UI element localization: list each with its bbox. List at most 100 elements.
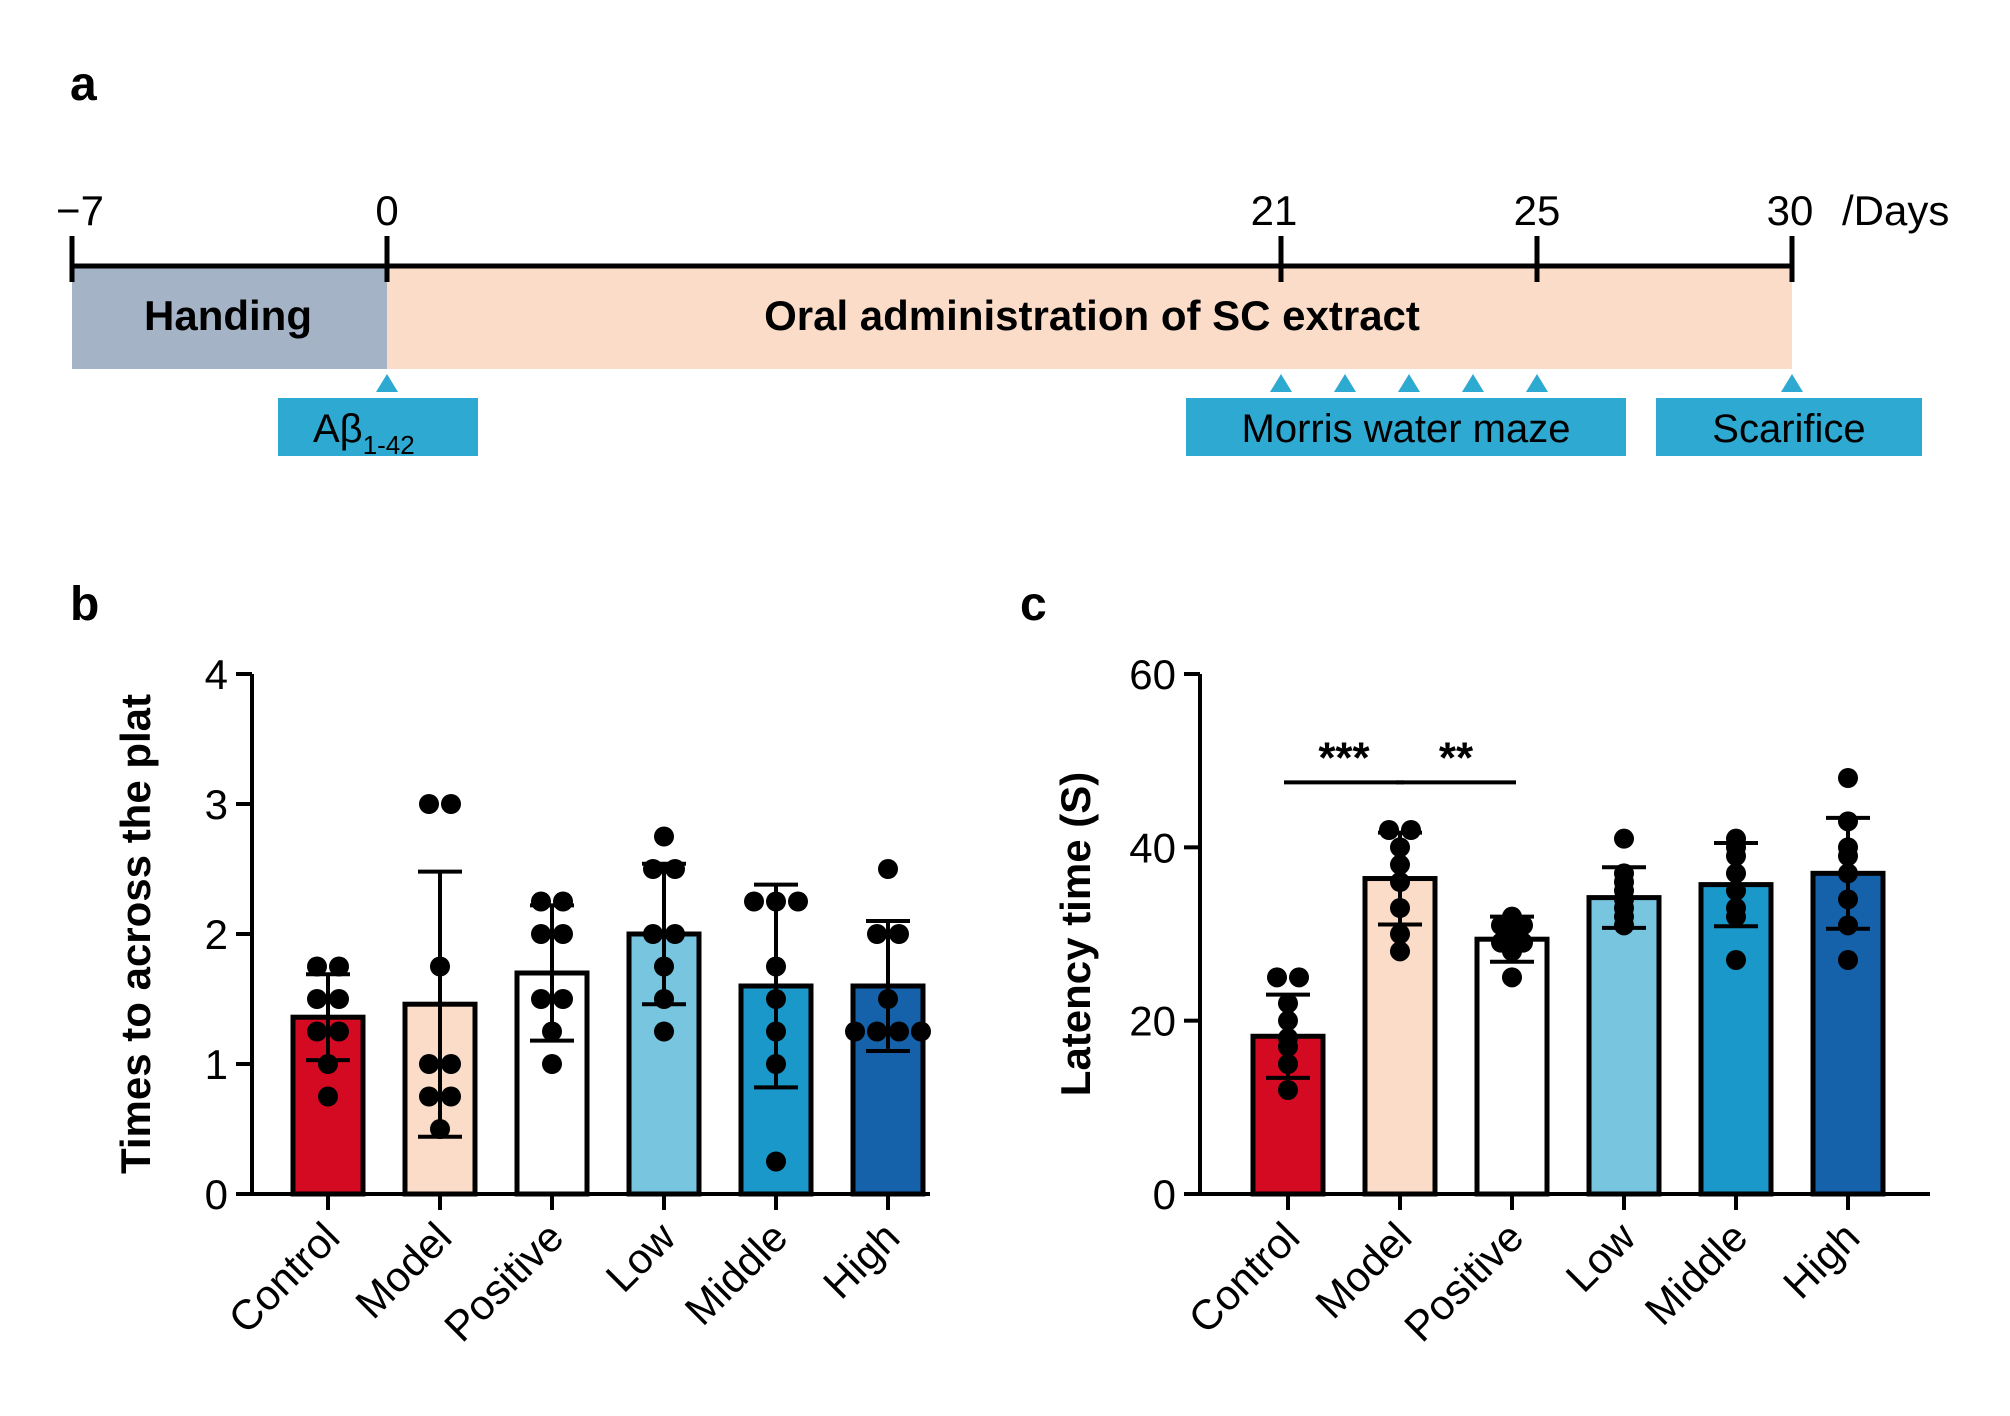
mwm-marker-box [1186, 398, 1626, 456]
oral-phase-bar [387, 266, 1792, 369]
data-point-high [911, 1021, 931, 1042]
data-point-high [1838, 915, 1858, 936]
abeta-main-text: Aβ [313, 407, 363, 451]
data-point-positive [1502, 941, 1522, 962]
data-point-positive [531, 989, 551, 1009]
data-point-positive [553, 891, 573, 912]
y-tick-label: 0 [205, 1171, 228, 1218]
mwm-marker-triangle [1462, 374, 1484, 392]
data-point-middle [1726, 846, 1746, 866]
data-point-control [318, 1086, 338, 1107]
data-point-positive [531, 891, 551, 912]
data-point-high [878, 989, 898, 1009]
data-point-control [1289, 967, 1309, 988]
data-point-high [1838, 863, 1858, 884]
sacrifice-marker-box [1656, 398, 1922, 456]
data-point-model [430, 956, 450, 977]
panel-c-label: c [1020, 578, 1047, 631]
data-point-middle [1726, 906, 1746, 927]
y-axis-title: Latency time (S) [1052, 772, 1099, 1096]
handing-label: Handing [144, 292, 312, 339]
marker-group [278, 374, 1922, 456]
abeta-label: Aβ1-42 [313, 407, 415, 460]
mwm-label: Morris water maze [1242, 407, 1571, 451]
oral-administration-label: Oral administration of SC extract [764, 292, 1420, 339]
data-point-positive [542, 1054, 562, 1074]
x-category-label: High [1774, 1213, 1868, 1307]
data-point-low [654, 826, 674, 847]
data-point-control [307, 956, 327, 977]
data-point-high [1838, 889, 1858, 910]
y-tick-label: 3 [205, 781, 228, 828]
y-axis-title: Times to across the plat [112, 694, 159, 1174]
data-point-control [1278, 1010, 1298, 1031]
data-point-low [665, 924, 685, 944]
significance-label: ** [1439, 733, 1474, 782]
data-point-model [419, 1086, 439, 1107]
timeline-unit-label: /Days [1842, 187, 1949, 234]
data-point-middle [1726, 863, 1746, 884]
data-point-positive [1502, 967, 1522, 988]
data-point-low [654, 1021, 674, 1042]
x-category-label: Positive [435, 1213, 572, 1350]
data-point-high [867, 924, 887, 944]
data-point-control [329, 1021, 349, 1042]
data-point-model [441, 1054, 461, 1074]
data-point-model [1379, 820, 1399, 840]
data-point-positive [531, 924, 551, 944]
data-point-model [1390, 837, 1410, 858]
data-point-high [845, 1021, 865, 1042]
sacrifice-label: Scarifice [1712, 407, 1865, 451]
bar-middle [1698, 882, 1774, 1197]
data-point-middle [766, 989, 786, 1009]
y-tick-label: 20 [1129, 998, 1176, 1045]
data-point-low [643, 924, 663, 944]
data-point-model [1390, 898, 1410, 918]
data-point-middle [766, 1054, 786, 1074]
data-point-positive [553, 989, 573, 1009]
data-point-positive [553, 924, 573, 944]
data-point-middle [788, 891, 808, 912]
data-point-control [318, 1054, 338, 1074]
abeta-marker-box [278, 398, 478, 456]
timeline-label-0: 0 [375, 187, 398, 234]
data-point-low [1614, 828, 1634, 849]
data-point-model [1390, 924, 1410, 944]
x-category-label: Control [219, 1213, 348, 1342]
x-category-label: High [814, 1213, 908, 1307]
data-point-middle [766, 891, 786, 912]
data-point-control [1278, 993, 1298, 1014]
data-point-high [1838, 768, 1858, 788]
data-point-control [1278, 1036, 1298, 1057]
mwm-marker-triangle [1270, 374, 1292, 392]
data-point-middle [1726, 950, 1746, 970]
data-point-model [1390, 872, 1410, 892]
data-point-high [867, 1021, 887, 1042]
data-point-model [419, 794, 439, 814]
y-tick-label: 0 [1153, 1171, 1176, 1218]
data-point-low [654, 989, 674, 1009]
data-point-low [654, 956, 674, 977]
mwm-marker-triangle [1334, 374, 1356, 392]
panel-a: a Handing Oral administration of SC extr… [56, 58, 1949, 460]
mwm-marker-triangle [1526, 374, 1548, 392]
data-point-model [419, 1054, 439, 1074]
bar-low [1586, 895, 1662, 1197]
data-point-control [329, 956, 349, 977]
data-point-control [1267, 967, 1287, 988]
data-point-control [307, 989, 327, 1009]
data-point-control [307, 1021, 327, 1042]
data-point-low [643, 859, 663, 879]
data-point-middle [766, 1021, 786, 1042]
abeta-subscript: 1-42 [363, 430, 415, 460]
data-point-high [1838, 846, 1858, 866]
data-point-high [878, 859, 898, 879]
y-tick-label: 40 [1129, 824, 1176, 871]
data-point-control [329, 989, 349, 1009]
data-point-model [1401, 820, 1421, 840]
x-category-label: Middle [676, 1213, 797, 1334]
x-category-label: Low [1557, 1213, 1645, 1301]
